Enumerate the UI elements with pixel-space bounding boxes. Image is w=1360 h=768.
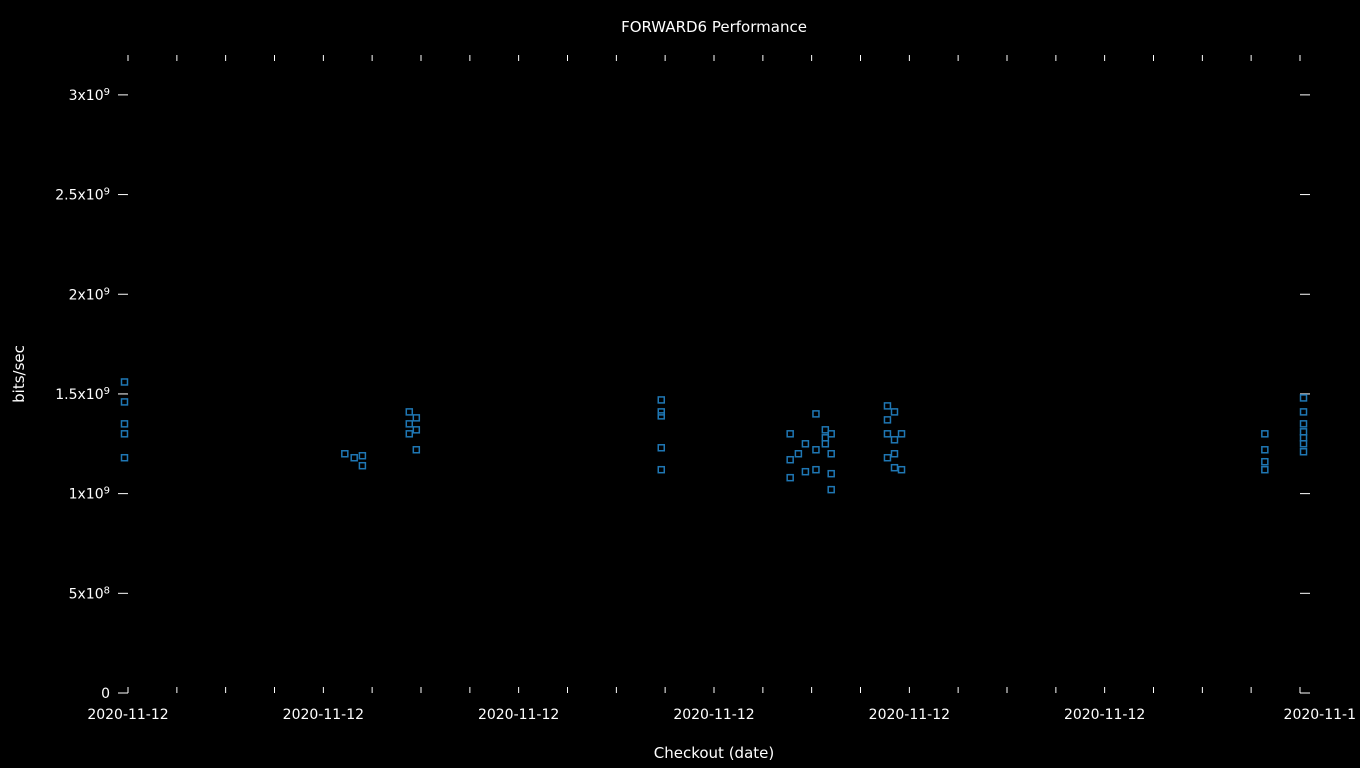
x-tick-label: 2020-11-12: [1064, 707, 1145, 723]
x-tick-label: 2020-11-12: [87, 707, 168, 723]
x-tick-label: 2020-11-12: [478, 707, 559, 723]
x-tick-label: 2020-11-12: [283, 707, 364, 723]
x-tick-label: 2020-11-1: [1284, 707, 1356, 723]
performance-chart: FORWARD6 Performance bits/sec Checkout (da…: [0, 0, 1360, 768]
y-axis-label: bits/sec: [10, 345, 28, 403]
y-tick-label: 1.5x109: [55, 385, 110, 403]
y-tick-label: 2.5x109: [55, 186, 110, 204]
x-axis-label: Checkout (date): [654, 744, 774, 762]
x-tick-label: 2020-11-12: [673, 707, 754, 723]
x-tick-label: 2020-11-12: [869, 707, 950, 723]
chart-title: FORWARD6 Performance: [621, 18, 807, 36]
chart-background: [0, 0, 1360, 768]
y-tick-label: 0: [101, 686, 110, 702]
